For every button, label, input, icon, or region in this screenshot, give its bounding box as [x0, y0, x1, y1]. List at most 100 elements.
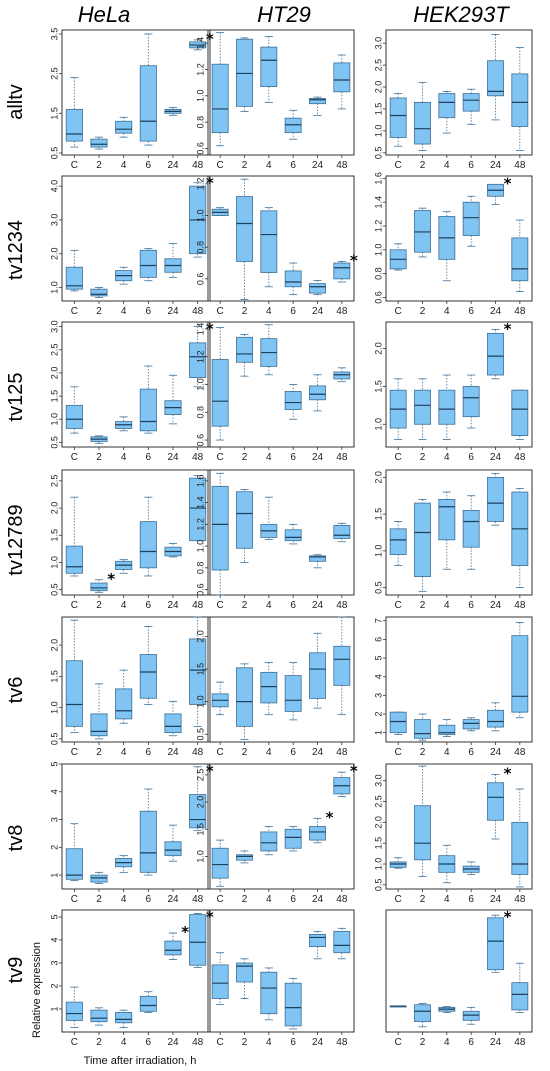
y-tick-label: 2.0 [373, 342, 383, 355]
row-label-tv1234: tv1234 [5, 220, 27, 280]
x-tick-label: 48 [336, 452, 348, 463]
y-tick-label: 1.2 [195, 518, 205, 531]
box-6 [139, 33, 157, 146]
row-label-tv12789: tv12789 [5, 504, 27, 575]
x-tick-label: C [395, 160, 402, 171]
box-body [236, 667, 253, 727]
x-tick-label: 2 [96, 160, 102, 171]
y-tick-label: 1.0 [373, 858, 383, 871]
box-body [260, 671, 278, 704]
box-2 [90, 683, 108, 740]
x-tick-label: 24 [490, 160, 502, 171]
box-6 [284, 523, 302, 545]
x-tick-label: 4 [121, 452, 127, 463]
box-body [487, 60, 504, 97]
y-tick-label: 0.5 [373, 581, 383, 594]
box-body [309, 934, 326, 948]
x-tick-label: 4 [444, 600, 450, 611]
box-body [139, 654, 157, 699]
box-6 [462, 374, 480, 429]
box-body [236, 196, 253, 262]
y-tick-label: 1 [373, 730, 383, 735]
x-tick-label: 2 [96, 306, 102, 317]
box-body [414, 502, 431, 578]
y-tick-label: 0.6 [195, 273, 205, 286]
y-tick-label: 4 [373, 674, 383, 679]
y-tick-label: 6 [373, 637, 383, 642]
x-tick-label: 6 [146, 600, 152, 611]
box-2 [90, 579, 108, 593]
box-body [511, 237, 529, 282]
x-tick-label: 2 [96, 894, 102, 905]
box-4 [438, 211, 456, 282]
y-tick-label: 1.0 [195, 209, 205, 222]
x-tick-label: C [217, 160, 224, 171]
box-C [389, 1005, 407, 1008]
box-body [90, 582, 108, 592]
box-48 [189, 182, 207, 258]
panel-tv125-ht29: 0.60.81.01.21.4C 2 4 6 24 48 [195, 321, 355, 463]
panel-grid: 0.51.52.53.5C 2 4 6 24 48*0.60.81.01.21.4C 2 4 6… [49, 28, 533, 1048]
x-tick-label: 2 [242, 894, 248, 905]
box-body [90, 874, 108, 883]
box-body [333, 525, 351, 539]
x-tick-label: 6 [468, 600, 474, 611]
y-tick-label: 0.5 [373, 879, 383, 892]
box-body [189, 638, 207, 705]
box-24 [164, 932, 182, 960]
box-6 [462, 717, 480, 732]
box-body [309, 652, 326, 699]
y-tick-label: 1.0 [49, 281, 59, 294]
y-tick-label: 5 [49, 761, 59, 766]
box-4 [438, 374, 456, 440]
y-tick-label: 1.0 [195, 695, 205, 708]
x-tick-label: 48 [336, 1037, 348, 1048]
x-tick-label: 6 [468, 306, 474, 317]
y-tick-label: 2.5 [373, 795, 383, 808]
x-tick-label: 6 [468, 894, 474, 905]
box-48 [511, 487, 529, 589]
x-tick-label: 4 [444, 306, 450, 317]
y-tick-label: 1.6 [195, 475, 205, 488]
x-tick-label: 6 [290, 306, 296, 317]
box-6 [462, 88, 480, 125]
x-tick-label: 24 [490, 306, 502, 317]
box-4 [260, 324, 278, 376]
box-48 [189, 766, 207, 832]
box-body [260, 971, 278, 1015]
box-body [511, 821, 529, 875]
box-4 [438, 491, 456, 570]
box-4 [115, 669, 133, 724]
box-body [65, 404, 83, 429]
box-body [487, 709, 504, 728]
y-tick-label: 1.0 [49, 556, 59, 569]
x-tick-label: 2 [242, 600, 248, 611]
box-48 [511, 219, 529, 292]
box-2 [90, 136, 108, 150]
y-tick-label: 1.2 [195, 63, 205, 76]
panel-tv1234-hela: 1.02.03.04.0C 2 4 6 24 48* [49, 174, 214, 317]
x-tick-label: 48 [192, 747, 204, 758]
box-body [462, 385, 480, 418]
box-body [260, 210, 278, 273]
box-body [211, 964, 229, 999]
x-tick-label: 48 [514, 600, 526, 611]
box-body [438, 724, 456, 735]
significance-star: * [504, 174, 512, 192]
x-tick-label: 48 [514, 306, 526, 317]
x-tick-label: 4 [444, 160, 450, 171]
box-body [139, 521, 157, 569]
y-tick-label: 4.0 [49, 180, 59, 193]
box-24 [309, 280, 326, 296]
y-tick-label: 1 [49, 873, 59, 878]
box-4 [438, 844, 456, 884]
box-C [65, 249, 83, 292]
box-body [414, 101, 431, 145]
box-body [164, 713, 182, 734]
box-body [189, 914, 207, 966]
box-48 [511, 962, 529, 1013]
column-titles: HeLa HT29 HEK293T [78, 2, 511, 27]
box-2 [414, 499, 431, 592]
box-body [236, 854, 253, 861]
